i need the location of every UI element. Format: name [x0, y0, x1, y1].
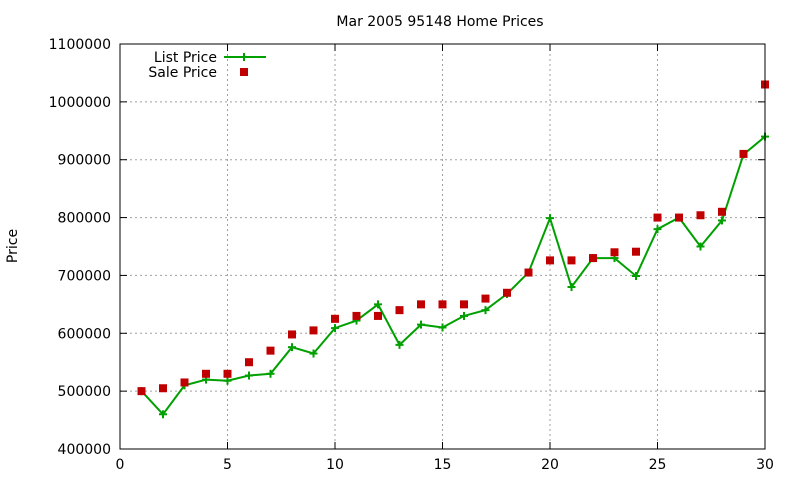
sale-price-marker	[438, 300, 447, 309]
list-price-marker	[417, 320, 425, 329]
list-price-marker	[395, 340, 404, 349]
legend-label-sale-price: Sale Price	[148, 65, 217, 81]
y-tick-label: 800000	[58, 211, 111, 227]
sale-price-marker	[653, 213, 662, 222]
list-price-marker	[159, 410, 167, 419]
x-tick-label: 10	[326, 457, 344, 473]
grid	[120, 44, 765, 449]
chart-title: Mar 2005 95148 Home Prices	[336, 14, 543, 30]
list-price-marker	[266, 369, 275, 378]
sale-price-marker	[374, 311, 382, 320]
list-price-marker	[718, 216, 726, 225]
sale-price-marker	[137, 387, 146, 396]
plot-series	[137, 80, 769, 419]
plot-border	[119, 43, 766, 450]
x-tick-label: 5	[223, 457, 232, 473]
sale-price-marker	[696, 211, 705, 220]
sale-price-marker	[675, 213, 683, 222]
list-price-marker	[696, 242, 705, 251]
y-tick-label: 1100000	[49, 37, 111, 53]
x-tick-label: 20	[541, 457, 559, 473]
sale-price-marker	[288, 330, 296, 339]
sale-price-marker	[481, 294, 490, 303]
list-price-marker	[460, 311, 468, 320]
sale-price-marker	[180, 378, 189, 387]
legend: List Price Sale Price	[148, 50, 266, 81]
list-price-marker	[288, 343, 296, 352]
y-tick-label: 600000	[58, 326, 111, 342]
sale-price-marker	[395, 306, 404, 315]
y-tick-label: 400000	[58, 442, 111, 458]
list-price-marker	[223, 376, 232, 385]
sale-price-marker	[202, 369, 210, 378]
list-price-marker	[632, 272, 640, 281]
sale-price-marker	[159, 384, 167, 393]
list-price-marker	[331, 324, 339, 333]
sale-price-marker	[589, 254, 597, 263]
sale-price-marker	[245, 358, 253, 367]
y-axis-label: Price	[5, 229, 21, 263]
list-price-marker	[438, 323, 447, 332]
sale-price-marker	[331, 314, 339, 323]
list-price-marker	[374, 300, 382, 309]
legend-label-list-price: List Price	[154, 50, 217, 66]
sale-price-marker	[223, 369, 232, 378]
list-price-marker	[481, 306, 490, 315]
sale-price-marker	[352, 311, 361, 320]
y-tick-label: 500000	[58, 384, 111, 400]
sale-price-marker	[266, 346, 275, 355]
sale-price-marker	[610, 248, 619, 257]
sale-price-marker	[546, 256, 554, 265]
x-tick-label: 25	[649, 457, 667, 473]
axis-ticks: 0 5 10 15 20 25 30 400000 500000 600000 700000 8000…	[49, 37, 774, 473]
sale-price-marker	[309, 326, 318, 335]
list-price-marker	[567, 283, 576, 291]
sale-price-marker	[460, 300, 468, 309]
sale-price-marker	[524, 268, 533, 277]
sale-price-marker	[632, 247, 640, 256]
sale-price-marker	[567, 256, 576, 265]
list-price-marker	[245, 371, 253, 380]
sale-price-marker	[739, 149, 748, 158]
legend-swatch-sale-price	[240, 68, 248, 76]
sale-price-marker	[718, 207, 726, 216]
x-tick-label: 0	[116, 457, 125, 473]
y-tick-label: 900000	[58, 153, 111, 169]
y-tick-label: 700000	[58, 268, 111, 284]
sale-price-marker	[503, 288, 511, 297]
x-tick-label: 15	[434, 457, 452, 473]
list-price-marker	[309, 349, 318, 358]
y-tick-label: 1000000	[49, 95, 111, 111]
list-price-marker	[546, 214, 554, 223]
x-tick-label: 30	[756, 457, 774, 473]
list-price-marker	[653, 225, 662, 234]
sale-price-marker	[417, 300, 425, 309]
